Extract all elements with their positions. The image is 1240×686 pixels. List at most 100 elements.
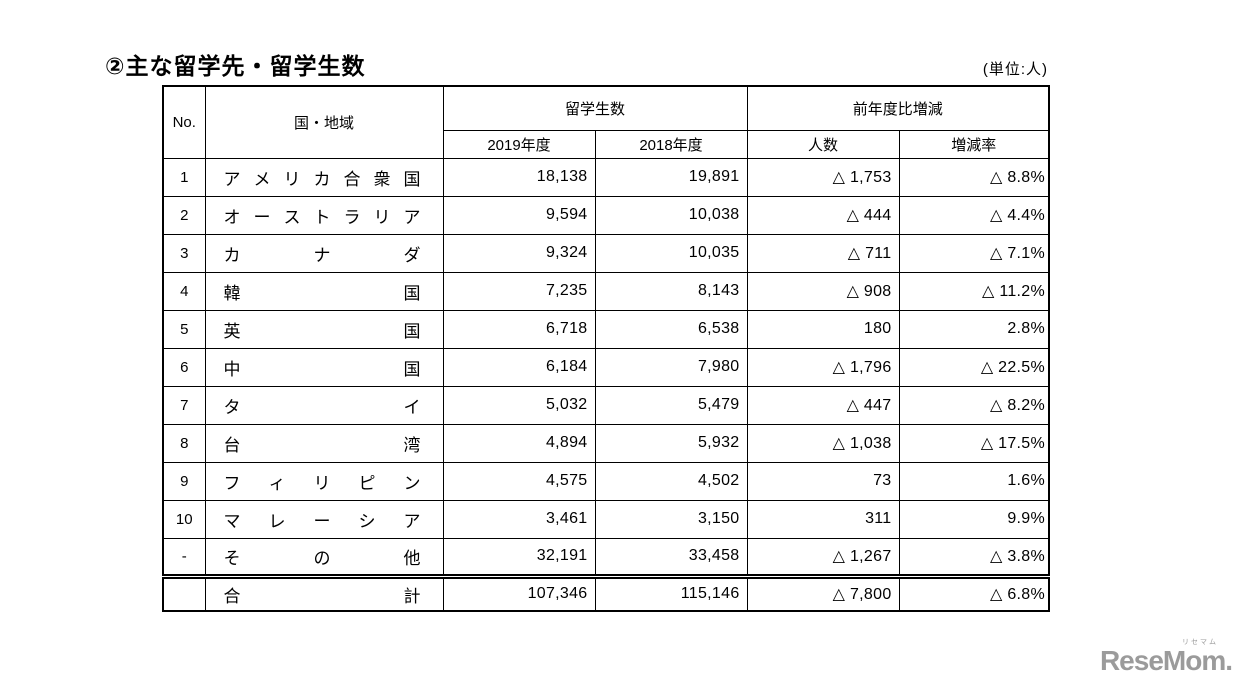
students-2019-cell: 3,461 (442, 499, 596, 539)
country-cell: アメリカ合衆国 (204, 157, 444, 197)
resemom-logo-ruby: リセマム (1182, 639, 1218, 646)
yoy-rate-cell: △ 4.4% (898, 195, 1050, 235)
country-name: 中国 (223, 359, 421, 379)
yoy-count-cell: △ 7,800 (746, 573, 900, 612)
yoy-rate-cell: △ 17.5% (898, 423, 1050, 463)
yoy-count-cell: △ 1,038 (746, 423, 900, 463)
header-no: No. (162, 85, 206, 159)
country-cell: タイ (204, 385, 444, 425)
table-row: - その他 32,191 33,458 △ 1,267 △ 3.8% (162, 537, 1050, 577)
study-abroad-table: No. 国・地域 留学生数 前年度比増減 2019年度 2018年度 人数 増減… (162, 85, 1051, 612)
page-title: ②主な留学先・留学生数 (105, 53, 366, 79)
no-cell: 3 (162, 233, 206, 273)
yoy-rate-cell: △ 7.1% (898, 233, 1050, 273)
yoy-rate-cell: 1.6% (898, 461, 1050, 501)
resemom-logo-text: ReseMom. (1099, 645, 1233, 676)
students-2018-cell: 115,146 (594, 573, 748, 612)
table-row: 6 中国 6,184 7,980 △ 1,796 △ 22.5% (162, 347, 1050, 387)
no-cell: 4 (162, 271, 206, 311)
students-2018-cell: 6,538 (594, 309, 748, 349)
no-cell: 10 (162, 499, 206, 539)
country-name: マレーシア (223, 511, 421, 531)
yoy-count-cell: △ 1,753 (746, 157, 900, 197)
country-name: カナダ (223, 245, 421, 265)
table-row: 3 カナダ 9,324 10,035 △ 711 △ 7.1% (162, 233, 1050, 273)
country-name: 合計 (223, 586, 421, 606)
table-row: 5 英国 6,718 6,538 180 2.8% (162, 309, 1050, 349)
students-2018-cell: 10,035 (594, 233, 748, 273)
country-cell: 中国 (204, 347, 444, 387)
no-cell: 1 (162, 157, 206, 197)
students-2018-cell: 4,502 (594, 461, 748, 501)
country-cell: 台湾 (204, 423, 444, 463)
students-2018-cell: 5,932 (594, 423, 748, 463)
header-group-row: No. 国・地域 留学生数 前年度比増減 (162, 85, 1050, 159)
no-cell: 6 (162, 347, 206, 387)
table-row: 9 フィリピン 4,575 4,502 73 1.6% (162, 461, 1050, 501)
country-cell: オーストラリア (204, 195, 444, 235)
students-2019-cell: 7,235 (442, 271, 596, 311)
no-cell: 8 (162, 423, 206, 463)
table-row: 4 韓国 7,235 8,143 △ 908 △ 11.2% (162, 271, 1050, 311)
country-cell: その他 (204, 537, 444, 577)
yoy-count-cell: △ 1,267 (746, 537, 900, 577)
header-country: 国・地域 (204, 85, 444, 159)
students-2019-cell: 18,138 (442, 157, 596, 197)
students-2019-cell: 32,191 (442, 537, 596, 577)
yoy-rate-cell: 9.9% (898, 499, 1050, 539)
country-cell: マレーシア (204, 499, 444, 539)
total-row: 合計 107,346 115,146 △ 7,800 △ 6.8% (162, 573, 1050, 612)
students-2018-cell: 10,038 (594, 195, 748, 235)
yoy-count-cell: △ 908 (746, 271, 900, 311)
table-row: 10 マレーシア 3,461 3,150 311 9.9% (162, 499, 1050, 539)
no-cell (162, 573, 206, 612)
country-name: フィリピン (223, 473, 421, 493)
students-2019-cell: 4,575 (442, 461, 596, 501)
students-2018-cell: 19,891 (594, 157, 748, 197)
table-row: 7 タイ 5,032 5,479 △ 447 △ 8.2% (162, 385, 1050, 425)
country-cell: 合計 (204, 573, 444, 612)
students-2018-cell: 33,458 (594, 537, 748, 577)
table-row: 8 台湾 4,894 5,932 △ 1,038 △ 17.5% (162, 423, 1050, 463)
header-2018: 2018年度 (594, 129, 748, 159)
unit-label: (単位:人) (982, 61, 1048, 78)
yoy-count-cell: △ 1,796 (746, 347, 900, 387)
country-cell: フィリピン (204, 461, 444, 501)
no-cell: - (162, 537, 206, 577)
country-name: その他 (223, 548, 421, 568)
students-2019-cell: 5,032 (442, 385, 596, 425)
yoy-count-cell: 311 (746, 499, 900, 539)
table-body: 1 アメリカ合衆国 18,138 19,891 △ 1,753 △ 8.8% 2 オーストラリ… (162, 157, 1050, 612)
students-2018-cell: 7,980 (594, 347, 748, 387)
students-2019-cell: 107,346 (442, 573, 596, 612)
country-cell: 韓国 (204, 271, 444, 311)
yoy-rate-cell: △ 22.5% (898, 347, 1050, 387)
students-2019-cell: 4,894 (442, 423, 596, 463)
no-cell: 7 (162, 385, 206, 425)
yoy-rate-cell: △ 3.8% (898, 537, 1050, 577)
country-name: アメリカ合衆国 (223, 169, 421, 189)
table-row: 2 オーストラリア 9,594 10,038 △ 444 △ 4.4% (162, 195, 1050, 235)
yoy-rate-cell: △ 6.8% (898, 573, 1050, 612)
no-cell: 9 (162, 461, 206, 501)
country-name: 韓国 (223, 283, 421, 303)
country-name: オーストラリア (223, 207, 421, 227)
country-name: 台湾 (223, 435, 421, 455)
yoy-count-cell: △ 447 (746, 385, 900, 425)
resemom-logo: リセマム ReseMom. (1099, 639, 1233, 676)
students-2019-cell: 6,184 (442, 347, 596, 387)
header-rate: 増減率 (898, 129, 1050, 159)
no-cell: 5 (162, 309, 206, 349)
no-cell: 2 (162, 195, 206, 235)
yoy-rate-cell: △ 8.8% (898, 157, 1050, 197)
header-yoy-group: 前年度比増減 (746, 85, 1050, 131)
yoy-rate-cell: 2.8% (898, 309, 1050, 349)
yoy-count-cell: 73 (746, 461, 900, 501)
table-row: 1 アメリカ合衆国 18,138 19,891 △ 1,753 △ 8.8% (162, 157, 1050, 197)
yoy-count-cell: △ 444 (746, 195, 900, 235)
yoy-rate-cell: △ 8.2% (898, 385, 1050, 425)
students-2019-cell: 6,718 (442, 309, 596, 349)
header-sub-row: 2019年度 2018年度 人数 増減率 (163, 129, 1050, 159)
yoy-count-cell: 180 (746, 309, 900, 349)
